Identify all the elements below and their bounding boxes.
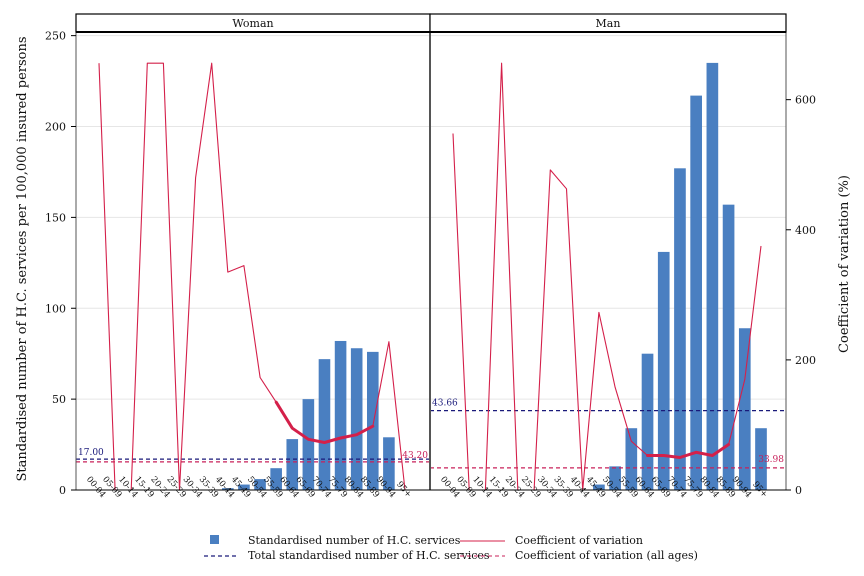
bar [690, 95, 702, 490]
y-right-tick-label: 200 [795, 354, 816, 367]
bar [302, 399, 315, 490]
cv-line-thick [274, 400, 375, 444]
bar [286, 439, 299, 490]
bar [593, 484, 605, 490]
bar [609, 466, 621, 490]
bar [657, 251, 670, 490]
y-axis-left-title: Standardised number of H.C. services per… [15, 36, 30, 481]
bar [641, 353, 654, 490]
y-right-tick-label: 400 [795, 224, 816, 237]
bar [350, 348, 363, 490]
legend-cv-label: Coefficient of variation [515, 534, 643, 547]
y-right-tick-label: 0 [795, 484, 802, 497]
cv-lines [98, 62, 762, 491]
bar [334, 340, 347, 490]
legend: Standardised number of H.C. services Tot… [204, 534, 698, 562]
y-left-tick-label: 150 [45, 211, 66, 224]
bar [722, 204, 735, 490]
cv-all-value-label: 33.98 [758, 455, 784, 465]
bar [366, 351, 379, 490]
bar [270, 468, 282, 490]
bar [254, 479, 266, 490]
bar [738, 328, 751, 490]
y-left-tick-label: 200 [45, 121, 66, 134]
cv-line-thick [646, 443, 731, 459]
y-left-tick-label: 250 [45, 30, 66, 43]
total-value-label: 17.00 [78, 448, 104, 458]
bar [318, 359, 331, 490]
legend-bars-label: Standardised number of H.C. services [248, 534, 461, 547]
panel-frames [75, 14, 787, 491]
bar [755, 428, 767, 490]
bar [238, 484, 250, 490]
panel-title: Woman [232, 17, 273, 30]
legend-total-label: Total standardised number of H.C. servic… [248, 549, 490, 562]
bar [222, 488, 234, 490]
bar [706, 62, 719, 491]
legend-cv-all-label: Coefficient of variation (all ages) [515, 549, 698, 562]
bar [625, 428, 638, 490]
cv-all-value-label: 43.20 [402, 451, 428, 461]
y-left-tick-label: 100 [45, 302, 66, 315]
axes: 050100150200250020040060000-0405-0910-14… [45, 30, 816, 500]
y-left-tick-label: 50 [52, 393, 66, 406]
y-left-tick-label: 0 [59, 484, 66, 497]
bar [674, 168, 686, 491]
y-axis-right-title: Coefficient of variation (%) [837, 175, 852, 353]
panel-title: Man [596, 17, 621, 30]
panel-strips: Woman Man [75, 13, 787, 33]
total-value-label: 43.66 [432, 399, 458, 409]
bars-layer [222, 62, 767, 491]
y-right-tick-label: 600 [795, 94, 816, 107]
bar [383, 437, 395, 490]
legend-bar-swatch [210, 535, 219, 544]
reference-lines: 17.00 43.20 43.66 33.98 [76, 399, 786, 469]
